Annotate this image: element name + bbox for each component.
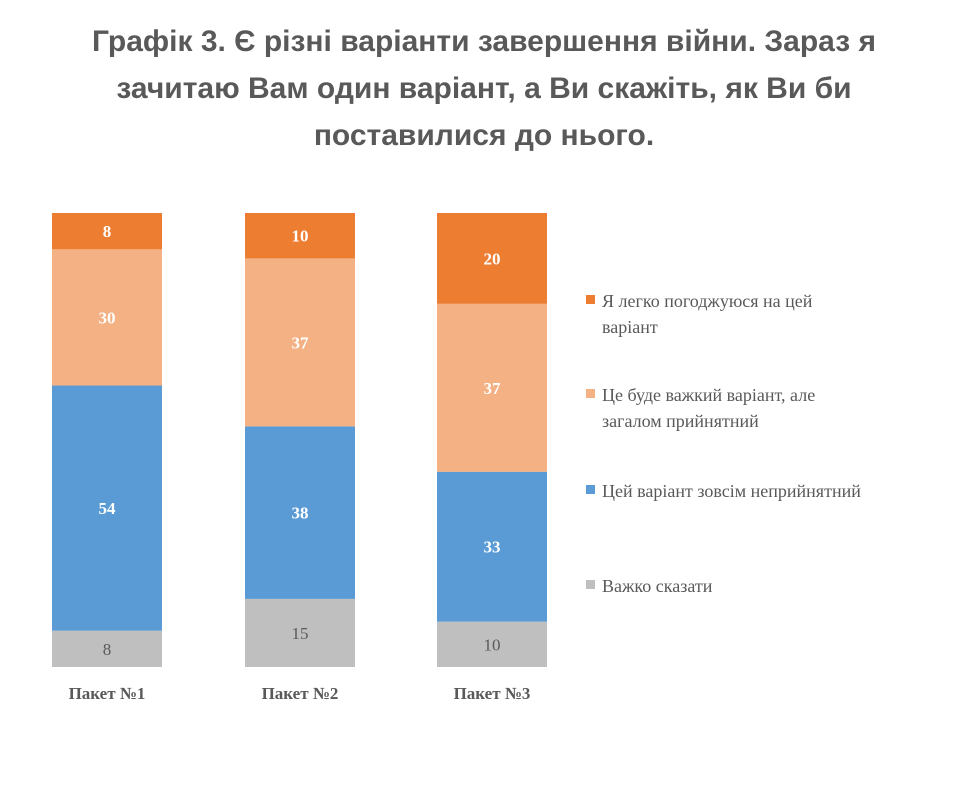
bar-segment-3-4 xyxy=(437,213,547,304)
chart-title-line-3: поставилися до нього. xyxy=(313,119,655,152)
data-label-3-1: 10 xyxy=(484,635,501,654)
bar-segment-1-1 xyxy=(52,630,162,667)
bar-segment-2-4 xyxy=(245,213,355,259)
category-label-1: Пакет №1 xyxy=(69,684,146,703)
chart-title-line-2: зачитаю Вам один варіант, а Ви скажіть, … xyxy=(116,72,852,105)
data-label-1-4: 8 xyxy=(103,222,112,241)
bar-segment-1-2 xyxy=(52,385,162,631)
bar-segment-2-3 xyxy=(245,258,355,427)
legend-label-unacceptable: Цей варіант зовсім неприйнятний xyxy=(602,481,861,501)
chart-title-line-1: Графік 3. Є різні варіанти завершення ві… xyxy=(92,25,876,58)
legend-label-hard-to-say: Важко сказати xyxy=(602,576,713,596)
data-label-3-4: 20 xyxy=(484,249,501,268)
data-label-2-1: 15 xyxy=(292,624,309,643)
bar-segment-3-2 xyxy=(437,471,547,622)
legend-swatch-unacceptable xyxy=(586,485,595,494)
category-label-2: Пакет №2 xyxy=(262,684,339,703)
bar-segment-3-1 xyxy=(437,621,547,667)
bar-segment-2-1 xyxy=(245,598,355,667)
legend-swatch-easily-agree xyxy=(586,295,595,304)
data-label-3-3: 37 xyxy=(484,379,502,398)
data-label-1-3: 30 xyxy=(99,308,116,327)
bar-segment-2-2 xyxy=(245,426,355,599)
data-label-1-1: 8 xyxy=(103,640,112,659)
chart-title: Графік 3. Є різні варіанти завершення ві… xyxy=(0,18,968,159)
legend-swatch-hard-but-acceptable xyxy=(586,389,595,398)
data-label-1-2: 54 xyxy=(99,499,117,518)
legend-label-easily-agree: Я легко погоджуюся на цей варіант xyxy=(602,291,813,337)
data-label-3-2: 33 xyxy=(484,538,501,557)
legend-label-hard-but-acceptable: Це буде важкий варіант, але загалом прий… xyxy=(602,385,816,431)
legend-swatch-hard-to-say xyxy=(586,580,595,589)
bar-segment-1-4 xyxy=(52,213,162,250)
data-label-2-3: 37 xyxy=(292,333,310,352)
category-label-3: Пакет №3 xyxy=(454,684,531,703)
bar-segment-3-3 xyxy=(437,303,547,472)
data-label-2-2: 38 xyxy=(292,504,309,523)
bar-segment-1-3 xyxy=(52,249,162,386)
data-label-2-4: 10 xyxy=(292,227,309,246)
